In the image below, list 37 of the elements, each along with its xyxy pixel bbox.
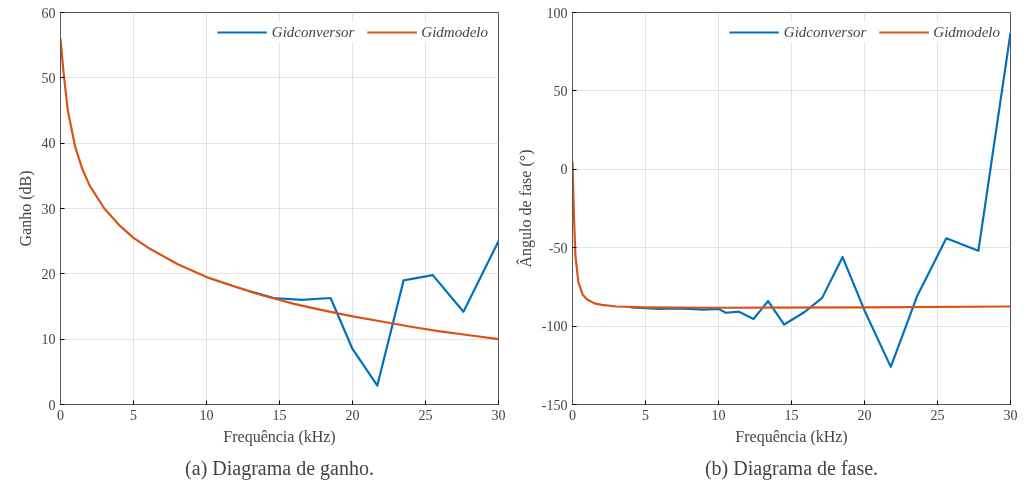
y-tick-label: 20 [41,266,56,282]
x-tick-label: 10 [199,407,214,423]
y-tick-label: 0 [48,397,56,413]
line-series [60,37,499,341]
legend-label: Gidconversor [783,23,867,41]
x-tick-label: 25 [418,407,433,423]
y-tick-label: 10 [41,332,56,348]
y-tick-label: -50 [548,240,568,256]
x-tick-label: 15 [272,407,287,423]
x-tick-label: 5 [642,407,649,423]
x-tick-label: 25 [930,407,945,423]
x-tick-label: 15 [784,407,799,423]
x-tick-label: 20 [857,407,872,423]
y-axis-title: Ganho (dB) [16,170,35,247]
x-tick-label: 30 [491,407,506,423]
y-tick-label: 100 [546,5,568,21]
y-tick-label: 50 [41,70,56,86]
y-tick-label: 30 [41,201,56,217]
text: (a) Diagrama de ganho. [185,456,374,480]
x-axis-title: Frequência (kHz) [735,427,848,446]
y-tick-label: 40 [41,136,56,152]
y-tick-label: -150 [541,397,568,413]
line-series [572,160,1011,309]
text: (b) Diagrama de fase. [704,456,879,480]
x-tick-label: 10 [711,407,726,423]
y-tick-label: 0 [560,162,568,178]
legend-label: Gidconversor [271,23,355,41]
x-tick-label: 20 [345,407,360,423]
y-tick-label: 50 [553,83,568,99]
x-axis-title: Frequência (kHz) [223,427,336,446]
y-tick-label: 60 [41,5,56,21]
y-tick-label: -100 [541,319,568,335]
y-axis-title: Ângulo de fase (°) [515,149,535,268]
legend-label: Gidmodelo [933,23,1000,41]
x-tick-label: 5 [130,407,137,423]
x-tick-label: 30 [1003,407,1018,423]
legend-label: Gidmodelo [421,23,488,41]
